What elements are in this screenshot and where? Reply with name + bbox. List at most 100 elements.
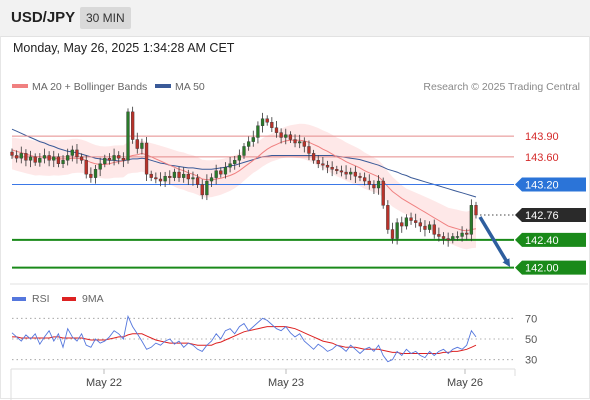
candle-body [409, 217, 413, 221]
candle [228, 156, 232, 173]
timeframe-button[interactable]: 30 MIN [80, 7, 131, 29]
candle-body [163, 176, 167, 182]
candle [353, 166, 357, 184]
candle [358, 172, 362, 182]
candle [214, 164, 218, 185]
candle-body [395, 222, 399, 239]
candle [38, 153, 42, 167]
candle-body [214, 170, 218, 178]
support-label-142-40: 142.40 [525, 235, 559, 247]
candle [460, 226, 464, 242]
candle [376, 175, 381, 195]
candle [52, 150, 56, 168]
candle-body [52, 156, 56, 161]
candle [260, 112, 265, 133]
candle-body [316, 160, 320, 164]
candle [33, 153, 37, 166]
candle-body [335, 169, 339, 171]
candle [404, 214, 409, 230]
candle [223, 162, 228, 179]
candle-body [172, 171, 177, 178]
candle [237, 149, 241, 168]
candle [42, 148, 47, 164]
candle-body [47, 155, 51, 161]
candle-body [418, 222, 422, 227]
candle-body [386, 205, 390, 230]
candle-body [441, 236, 446, 239]
ma20-line [11, 139, 477, 232]
candle [131, 106, 135, 144]
candle-body [339, 170, 344, 173]
candle [307, 140, 311, 161]
candle-body [260, 118, 265, 126]
candle [168, 170, 172, 185]
ma20-legend-label: MA 20 + Bollinger Bands [32, 81, 147, 93]
candle [117, 151, 121, 165]
candle [200, 179, 204, 200]
candle [66, 148, 70, 166]
candle-body [28, 156, 33, 161]
last-price-label: 142.76 [525, 210, 559, 222]
candle-body [10, 151, 14, 156]
candle-body [302, 141, 306, 147]
candle-body [70, 149, 74, 156]
candle-body [89, 173, 93, 178]
candle [186, 169, 190, 185]
candle-body [344, 171, 348, 175]
rsi-tick-label-30: 30 [525, 355, 537, 367]
candle-body [38, 158, 42, 163]
candle-body [390, 229, 395, 239]
candle [372, 180, 376, 194]
candle [325, 160, 330, 174]
candle-body [112, 155, 116, 161]
candle-body [372, 184, 376, 189]
candle [437, 227, 441, 242]
candle-body [465, 232, 469, 235]
resistance-label-143-90: 143.90 [525, 131, 559, 143]
candle-body [42, 155, 47, 159]
ma9-legend-swatch [62, 297, 76, 301]
candle-body [363, 177, 367, 182]
candle-body [154, 177, 158, 180]
ma20-legend-swatch [12, 84, 28, 88]
candle-body [182, 173, 186, 178]
candle [474, 201, 478, 219]
candle-body [330, 167, 334, 170]
candle [158, 172, 163, 187]
candle [191, 171, 195, 186]
candle-body [242, 146, 246, 156]
candle [195, 174, 200, 188]
candle [251, 130, 255, 147]
candle-body [237, 155, 241, 161]
instrument-title: USD/JPY [11, 9, 76, 26]
candle [302, 137, 306, 153]
support-tag-142-40 [515, 232, 586, 247]
chart-datetime: Monday, May 26, 2025 1:34:28 AM CET [13, 41, 235, 55]
candle-body [298, 141, 302, 144]
candle [432, 219, 436, 239]
candle-body [24, 153, 28, 161]
candle [10, 148, 14, 159]
candle-body [270, 122, 274, 128]
candle [89, 167, 93, 183]
candle [469, 199, 473, 242]
candle [288, 131, 293, 143]
candle [395, 218, 399, 245]
candle-body [279, 132, 283, 138]
candle-body [307, 146, 311, 154]
candle-body [186, 173, 190, 180]
candle-body [288, 134, 293, 140]
resistance-label-143-60: 143.60 [525, 152, 559, 164]
candle [70, 145, 74, 162]
candle [363, 172, 367, 186]
candle [247, 136, 251, 151]
candle [93, 165, 98, 184]
candle [418, 218, 422, 233]
candle [265, 115, 269, 126]
candle-body [251, 137, 255, 142]
candle [24, 149, 28, 167]
candle [381, 177, 385, 209]
candle [112, 148, 116, 166]
candle-body [311, 153, 316, 161]
candle [84, 155, 88, 179]
